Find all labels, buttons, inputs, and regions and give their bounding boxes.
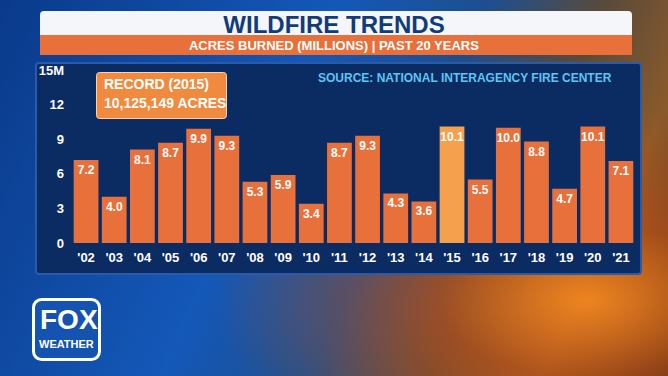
- svg-text:9.3: 9.3: [359, 139, 376, 153]
- svg-text:4.3: 4.3: [387, 196, 404, 210]
- svg-text:FOX: FOX: [40, 304, 98, 335]
- svg-text:7.1: 7.1: [613, 164, 630, 178]
- svg-text:8.8: 8.8: [528, 145, 545, 159]
- svg-text:0: 0: [57, 236, 64, 251]
- svg-text:'21: '21: [612, 250, 630, 265]
- svg-text:3.4: 3.4: [303, 207, 320, 221]
- svg-text:'06: '06: [190, 250, 208, 265]
- svg-text:WEATHER: WEATHER: [39, 338, 94, 350]
- svg-text:10,125,149 ACRES: 10,125,149 ACRES: [104, 95, 226, 111]
- svg-text:RECORD (2015): RECORD (2015): [104, 76, 209, 92]
- svg-text:12: 12: [50, 97, 64, 112]
- svg-text:'13: '13: [387, 250, 405, 265]
- svg-text:WILDFIRE TRENDS: WILDFIRE TRENDS: [223, 11, 444, 38]
- svg-text:10.1: 10.1: [581, 130, 605, 144]
- svg-text:5.9: 5.9: [275, 178, 292, 192]
- svg-text:8.7: 8.7: [331, 146, 348, 160]
- svg-text:5.5: 5.5: [472, 183, 489, 197]
- svg-text:'18: '18: [528, 250, 546, 265]
- svg-text:'10: '10: [302, 250, 320, 265]
- svg-text:'03: '03: [105, 250, 123, 265]
- svg-text:10.0: 10.0: [497, 131, 521, 145]
- svg-text:4.0: 4.0: [106, 200, 123, 214]
- svg-text:9.3: 9.3: [218, 139, 235, 153]
- svg-text:'08: '08: [246, 250, 264, 265]
- svg-text:3.6: 3.6: [416, 204, 433, 218]
- svg-text:8.7: 8.7: [162, 146, 179, 160]
- svg-text:8.1: 8.1: [134, 153, 151, 167]
- svg-text:'04: '04: [134, 250, 152, 265]
- svg-text:4.7: 4.7: [556, 192, 573, 206]
- svg-text:'16: '16: [471, 250, 489, 265]
- svg-text:'12: '12: [359, 250, 377, 265]
- svg-text:6: 6: [57, 166, 64, 181]
- svg-text:'15: '15: [443, 250, 461, 265]
- svg-text:9.9: 9.9: [190, 132, 207, 146]
- svg-text:7.2: 7.2: [78, 163, 95, 177]
- svg-text:'14: '14: [415, 250, 433, 265]
- svg-text:'05: '05: [162, 250, 180, 265]
- svg-text:3: 3: [57, 201, 64, 216]
- svg-text:'19: '19: [556, 250, 574, 265]
- svg-text:'09: '09: [274, 250, 292, 265]
- svg-text:5.3: 5.3: [247, 185, 264, 199]
- svg-text:'11: '11: [331, 250, 348, 265]
- svg-text:9: 9: [57, 132, 64, 147]
- svg-text:SOURCE: NATIONAL INTERAGENCY F: SOURCE: NATIONAL INTERAGENCY FIRE CENTER: [318, 71, 612, 85]
- svg-text:15M: 15M: [39, 63, 64, 78]
- svg-text:'02: '02: [77, 250, 95, 265]
- svg-text:'07: '07: [218, 250, 236, 265]
- svg-text:ACRES BURNED (MILLIONS) | PAST: ACRES BURNED (MILLIONS) | PAST 20 YEARS: [189, 38, 479, 53]
- svg-text:'20: '20: [584, 250, 602, 265]
- svg-text:'17: '17: [500, 250, 518, 265]
- svg-text:10.1: 10.1: [440, 130, 464, 144]
